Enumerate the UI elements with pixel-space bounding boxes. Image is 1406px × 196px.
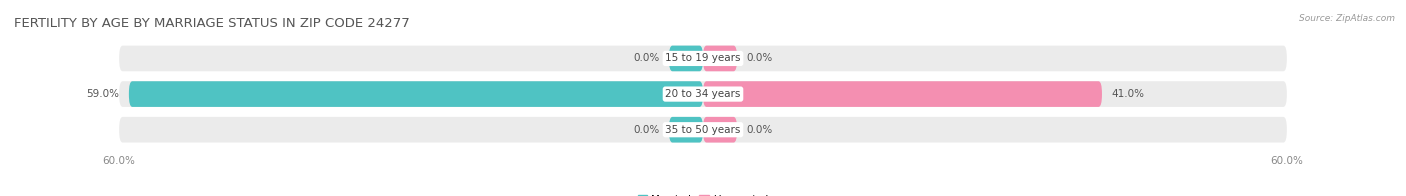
Text: Source: ZipAtlas.com: Source: ZipAtlas.com <box>1299 14 1395 23</box>
FancyBboxPatch shape <box>120 117 1286 142</box>
FancyBboxPatch shape <box>669 46 703 71</box>
FancyBboxPatch shape <box>703 117 737 142</box>
FancyBboxPatch shape <box>669 117 703 142</box>
Text: 15 to 19 years: 15 to 19 years <box>665 54 741 64</box>
Text: 20 to 34 years: 20 to 34 years <box>665 89 741 99</box>
FancyBboxPatch shape <box>120 81 1286 107</box>
Text: 59.0%: 59.0% <box>86 89 120 99</box>
FancyBboxPatch shape <box>129 81 703 107</box>
Text: 41.0%: 41.0% <box>1112 89 1144 99</box>
Text: 0.0%: 0.0% <box>747 125 773 135</box>
Text: 0.0%: 0.0% <box>633 125 659 135</box>
Text: 0.0%: 0.0% <box>633 54 659 64</box>
Text: FERTILITY BY AGE BY MARRIAGE STATUS IN ZIP CODE 24277: FERTILITY BY AGE BY MARRIAGE STATUS IN Z… <box>14 17 409 30</box>
Text: 0.0%: 0.0% <box>747 54 773 64</box>
FancyBboxPatch shape <box>120 46 1286 71</box>
Legend: Married, Unmarried: Married, Unmarried <box>634 191 772 196</box>
FancyBboxPatch shape <box>703 81 1102 107</box>
Text: 35 to 50 years: 35 to 50 years <box>665 125 741 135</box>
FancyBboxPatch shape <box>703 46 737 71</box>
